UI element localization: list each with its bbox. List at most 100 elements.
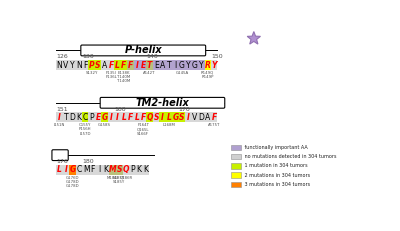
Text: M184I: M184I [107,176,119,179]
Text: F: F [83,61,88,70]
Text: Q186R: Q186R [119,176,132,179]
Text: G176D
G178D
G178D: G176D G178D G178D [66,176,80,188]
Text: 180: 180 [83,159,94,164]
Bar [172,112,179,122]
Bar [127,60,146,70]
Text: I: I [98,165,100,174]
Text: D: D [69,113,75,122]
Text: E: E [154,61,158,70]
Text: V: V [192,113,198,122]
Text: C155Y
P156H
I157D: C155Y P156H I157D [79,123,92,136]
Text: L168M: L168M [163,123,176,127]
Text: N: N [56,61,62,70]
Text: I: I [135,61,138,70]
Text: F: F [90,165,95,174]
Bar [109,165,116,175]
Text: K: K [104,165,108,174]
Text: I: I [110,113,112,122]
Text: S: S [179,113,185,122]
Bar [109,165,123,175]
Text: I151N: I151N [54,123,65,127]
Text: G145A: G145A [175,71,188,75]
Text: K: K [76,113,81,122]
Bar [159,112,166,122]
Text: F164T
Q165L
S166F: F164T Q165L S166F [137,123,150,136]
Text: A: A [102,61,107,70]
Text: no mutations detected in 304 tumors: no mutations detected in 304 tumors [243,154,336,159]
Text: G: G [172,113,179,122]
Text: S: S [95,61,101,70]
Text: Y: Y [70,61,75,70]
Bar [230,145,242,150]
Text: I: I [58,113,61,122]
Text: M: M [109,165,116,174]
FancyBboxPatch shape [81,45,206,56]
Text: Q: Q [123,165,129,174]
Text: 150: 150 [211,54,222,59]
Bar [230,173,242,178]
Text: 1 mutation in 304 tumors: 1 mutation in 304 tumors [243,164,308,168]
Bar [230,163,242,169]
Text: S185Y
S185Y: S185Y S185Y [113,176,126,184]
Text: T: T [167,61,171,70]
Bar [56,60,218,70]
Bar [127,60,146,70]
FancyBboxPatch shape [52,150,68,161]
Bar [121,60,127,70]
Text: P-helix: P-helix [124,46,162,55]
Text: functionally important AA: functionally important AA [243,145,308,150]
Bar [230,154,242,159]
Text: F: F [108,61,114,70]
Text: L: L [167,113,172,122]
Bar [101,112,108,122]
Text: 151: 151 [56,107,68,112]
Bar [95,60,101,70]
Text: F: F [128,113,133,122]
Text: V: V [63,61,68,70]
Text: C: C [77,165,82,174]
Bar [56,165,149,175]
Text: F135I
F136L: F135I F136L [105,71,117,79]
Text: G: G [192,61,198,70]
Text: Y: Y [186,61,191,70]
Bar [109,165,123,175]
Text: E: E [96,113,101,122]
Text: C: C [82,113,88,122]
Text: 140: 140 [146,54,158,59]
Text: 130: 130 [82,54,94,59]
Text: A: A [160,61,165,70]
Text: F: F [121,61,126,70]
Text: G: G [102,113,108,122]
Text: G158S: G158S [98,123,111,127]
Text: A175T: A175T [208,123,220,127]
Bar [204,60,211,70]
Text: S: S [153,113,159,122]
Text: I: I [65,165,68,174]
Bar [82,112,88,122]
Text: E138K
T140M
T140M: E138K T140M T140M [117,71,130,83]
Text: I: I [187,113,190,122]
Text: A142T: A142T [144,71,156,75]
Text: 170: 170 [179,107,190,112]
Text: R149Q
R149P: R149Q R149P [201,71,214,79]
Text: R: R [205,61,211,70]
Text: D: D [198,113,204,122]
Text: N: N [76,61,82,70]
Bar [146,112,153,122]
Text: L: L [57,165,62,174]
Text: P: P [89,61,94,70]
Text: P: P [130,165,135,174]
Bar [146,60,204,70]
Bar [166,112,172,122]
Bar [146,60,153,70]
Bar [179,112,185,122]
Text: L: L [115,61,120,70]
Text: K: K [137,165,142,174]
Text: 160: 160 [114,107,126,112]
Text: Q: Q [146,113,153,122]
Text: TM2-helix: TM2-helix [136,98,189,108]
Bar [116,165,123,175]
Text: Y: Y [212,61,217,70]
Text: M: M [83,165,90,174]
Text: L: L [134,113,139,122]
